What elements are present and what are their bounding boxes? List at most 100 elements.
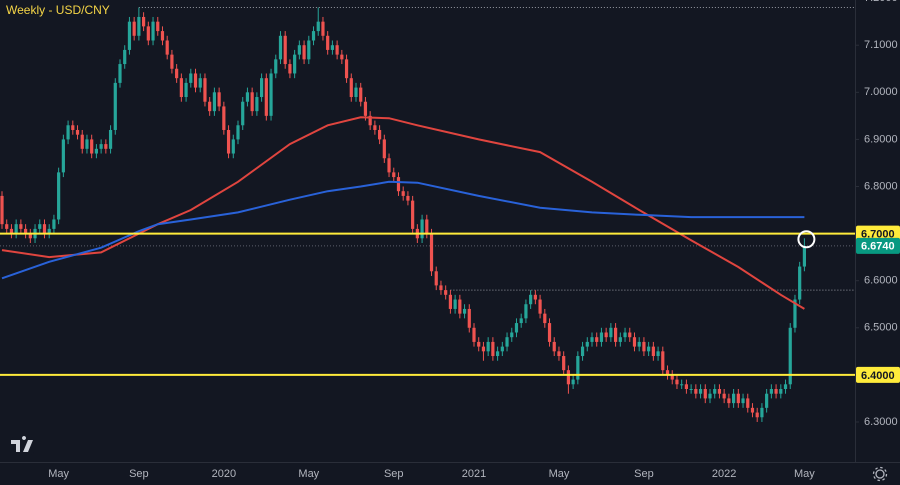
candle-body: [321, 21, 325, 36]
candle-body: [368, 115, 372, 126]
candle-body: [392, 172, 396, 178]
candle-body: [547, 323, 552, 342]
candle-body: [680, 384, 684, 386]
candle-body: [765, 393, 769, 408]
candle-body: [330, 45, 334, 50]
candle-body: [378, 129, 382, 140]
moving-average: [1, 180, 805, 280]
candle-body: [344, 59, 349, 79]
candle-body: [609, 327, 613, 338]
candle-body: [590, 337, 594, 342]
x-tick-label: 2022: [712, 468, 736, 480]
candle-body: [269, 73, 273, 116]
x-tick-label: May: [48, 468, 69, 480]
plot-area: [0, 7, 855, 422]
candle-body: [231, 139, 235, 154]
candle-body: [491, 341, 495, 357]
candle-body: [514, 323, 519, 333]
candle-body: [519, 318, 523, 324]
candle-body: [349, 78, 353, 98]
candle-body: [580, 346, 585, 357]
highlight-circle: [797, 230, 816, 249]
y-tick-label: 6.9000: [864, 133, 898, 145]
candle-body: [618, 337, 622, 342]
candle-body: [156, 21, 160, 32]
candle-body: [444, 290, 448, 295]
candle-body: [382, 139, 386, 159]
candle-body: [760, 407, 764, 418]
candle-body: [722, 393, 726, 399]
candle-body: [250, 92, 254, 112]
candle-body: [434, 271, 438, 286]
candle-body: [448, 294, 452, 309]
candle-body: [241, 101, 245, 126]
candle-body: [316, 21, 320, 32]
candle-body: [57, 172, 61, 220]
candle-body: [222, 106, 226, 130]
candle-body: [802, 245, 806, 267]
x-tick-label: 2021: [462, 468, 486, 480]
candle-body: [505, 337, 509, 347]
candle-body: [127, 21, 132, 50]
candle-body: [467, 308, 471, 328]
level-label: 6.7000: [861, 228, 895, 240]
candle-body: [595, 337, 599, 342]
candle-body: [543, 313, 547, 324]
candle-body: [260, 78, 264, 98]
candle-body: [387, 158, 391, 173]
candle-body: [363, 101, 368, 116]
y-tick-label: 6.6000: [864, 275, 898, 287]
candle-body: [774, 389, 778, 394]
candle-body: [335, 45, 339, 55]
candle-body: [212, 92, 216, 112]
candle-body: [628, 332, 632, 338]
candle-body: [698, 389, 703, 394]
candle-body: [184, 82, 188, 98]
candle-body: [458, 299, 462, 314]
candle-body: [689, 389, 693, 391]
candle-body: [99, 144, 103, 149]
candle-body: [311, 31, 316, 41]
candle-body: [104, 144, 108, 149]
candle-body: [24, 228, 28, 234]
candle-body: [477, 341, 481, 347]
candle-body: [264, 78, 268, 116]
candle-body: [552, 341, 556, 352]
x-tick-label: May: [298, 468, 319, 480]
candle-body: [708, 393, 712, 399]
settings-icon[interactable]: [872, 466, 888, 482]
candle-body: [38, 224, 42, 229]
candle-body: [510, 332, 514, 338]
candle-body: [755, 412, 759, 418]
candle-body: [675, 379, 679, 385]
candle-body: [52, 219, 56, 229]
candle-body: [75, 129, 80, 135]
candle-body: [670, 374, 674, 380]
candle-body: [717, 389, 722, 394]
candle-body: [19, 224, 23, 229]
candle-body: [420, 219, 424, 239]
candle-body: [557, 351, 561, 357]
candle-body: [401, 191, 405, 196]
candle-body: [283, 35, 287, 65]
candle-body: [175, 68, 179, 79]
candle-body: [61, 139, 65, 173]
candle-body: [562, 356, 566, 371]
candle-body: [113, 82, 117, 130]
x-tick-label: Sep: [129, 468, 149, 480]
candle-body: [137, 16, 141, 36]
candle-body: [165, 40, 169, 55]
candle-body: [85, 139, 89, 149]
candle-body: [533, 294, 537, 300]
candle-body: [453, 299, 457, 309]
candle-body: [769, 389, 773, 394]
candle-body: [406, 195, 410, 201]
candle-body: [604, 332, 608, 338]
candle-body: [713, 389, 717, 394]
candle-body: [665, 370, 670, 375]
candle-body: [189, 73, 193, 83]
candle-body: [71, 125, 75, 130]
candle-body: [798, 266, 802, 300]
